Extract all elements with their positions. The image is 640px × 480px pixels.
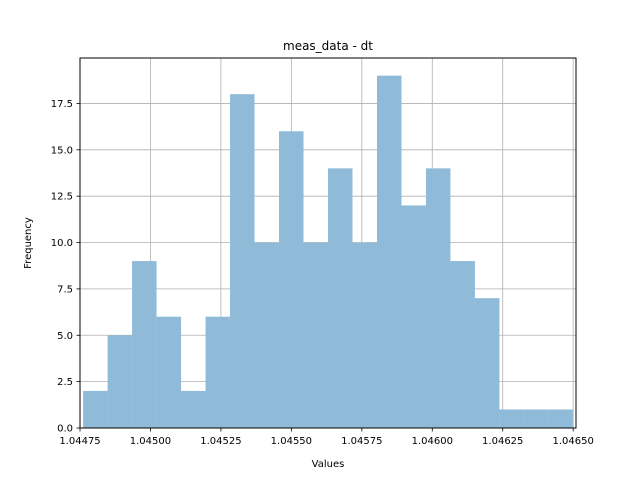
histogram-bar (205, 316, 231, 428)
x-axis-label: Values (312, 459, 345, 470)
bars (83, 75, 573, 429)
y-tick-label: 17.5 (51, 99, 73, 110)
histogram-bar (83, 390, 108, 428)
x-tick-label: 1.04625 (482, 436, 523, 447)
y-tick-label: 15.0 (51, 145, 73, 156)
histogram-bar (352, 242, 377, 428)
histogram-bar (450, 261, 475, 428)
histogram-bar (401, 205, 426, 428)
histogram-bar (303, 242, 328, 428)
histogram-bar (181, 390, 206, 428)
x-tick-label: 1.04650 (553, 436, 594, 447)
plot-frame (79, 57, 577, 429)
y-tick-label: 0.0 (57, 424, 73, 435)
x-tick-label: 1.04575 (341, 436, 382, 447)
x-tick-label: 1.04475 (59, 436, 100, 447)
histogram-bar (254, 242, 280, 428)
x-tick-label: 1.04600 (412, 436, 453, 447)
x-tick-label: 1.04550 (271, 436, 312, 447)
chart-title: meas_data - dt (283, 39, 373, 53)
histogram-bar (328, 168, 353, 428)
x-tick-label: 1.04500 (130, 436, 171, 447)
y-axis-label: Frequency (23, 217, 34, 269)
histogram-bar (474, 298, 500, 428)
y-tick-label: 5.0 (57, 331, 73, 342)
histogram-bar (156, 316, 182, 428)
y-tick-label: 10.0 (51, 238, 73, 249)
x-tick-label: 1.04525 (200, 436, 241, 447)
histogram-bar (230, 94, 255, 429)
histogram-bar (548, 409, 573, 428)
y-tick-label: 7.5 (57, 284, 73, 295)
histogram-bar (376, 75, 402, 428)
y-tick-label: 12.5 (51, 192, 73, 203)
histogram-bar (107, 335, 133, 428)
histogram-bar (523, 409, 549, 428)
y-tick-label: 2.5 (57, 377, 73, 388)
x-axis-ticks: 1.04475 1.04500 1.04525 1.04550 1.04575 1.046… (59, 428, 594, 447)
histogram-bar (132, 261, 157, 428)
histogram-bar (499, 409, 524, 428)
histogram-bar (425, 168, 451, 428)
y-axis-ticks: 0.0 2.5 5.0 7.5 10.0 12.5 15.0 17.5 (51, 99, 80, 435)
histogram-bar (279, 131, 304, 428)
